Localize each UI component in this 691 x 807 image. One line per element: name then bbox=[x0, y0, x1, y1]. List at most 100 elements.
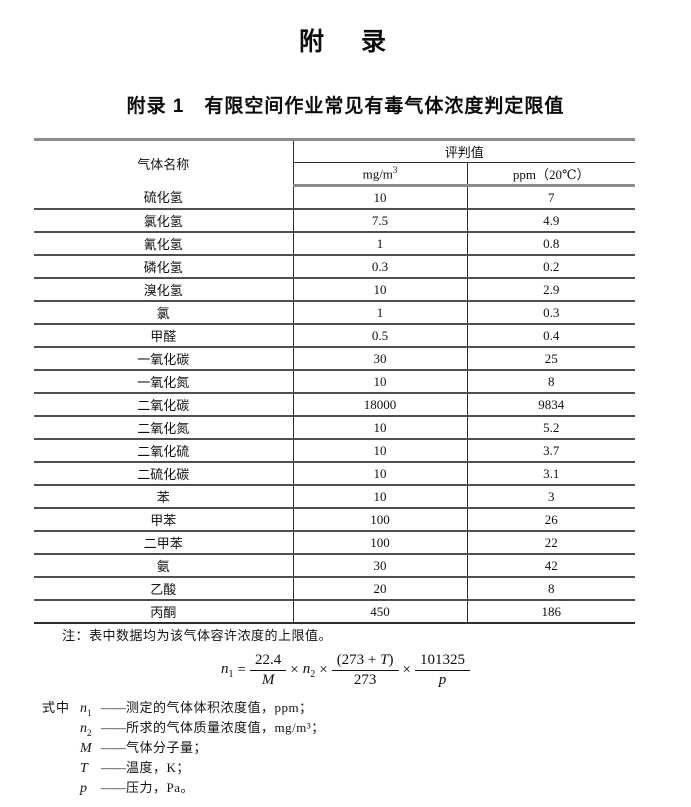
ppm-value-cell: 8 bbox=[467, 577, 636, 601]
mg-value-cell: 18000 bbox=[293, 393, 468, 417]
gas-name-cell: 甲苯 bbox=[34, 508, 294, 532]
conversion-formula: n1 = 22.4 M × n2 × (273 + T) 273 × 10132… bbox=[0, 646, 691, 694]
legend-item: M —— 气体分子量； bbox=[42, 738, 325, 758]
ppm-value-cell: 22 bbox=[467, 531, 636, 555]
gas-table-row: 苯 10 3 bbox=[34, 485, 636, 509]
ppm-value-cell: 8 bbox=[467, 370, 636, 394]
ppm-value-cell: 9834 bbox=[467, 393, 636, 417]
legend-item: p —— 压力，Pa。 bbox=[42, 778, 325, 798]
gas-name-cell: 甲醛 bbox=[34, 324, 294, 348]
formula-legend: 式中 n1 —— 测定的气体体积浓度值，ppm； n2 —— 所求的气体质量浓度值，mg/m… bbox=[42, 698, 325, 798]
formula-fraction-1: 22.4 M bbox=[250, 652, 287, 689]
col-header-mg-sup: 3 bbox=[392, 164, 398, 175]
gas-table-row: 二氧化碳 18000 9834 bbox=[34, 393, 636, 417]
legend-item: T —— 温度，K； bbox=[42, 758, 325, 778]
gas-limit-table: 气体名称 评判值 mg/m3 ppm（20℃） 硫化氢 10 7 氯化氢 7.5 4.9 氰… bbox=[34, 138, 636, 624]
formula-n2: n2 bbox=[302, 660, 316, 680]
legend-variable: T bbox=[80, 761, 88, 776]
gas-table-row: 甲苯 100 26 bbox=[34, 508, 636, 532]
mg-value-cell: 20 bbox=[293, 577, 468, 601]
legend-description: 气体分子量； bbox=[126, 740, 208, 755]
gas-table-row: 一氧化氮 10 8 bbox=[34, 370, 636, 394]
gas-table-row: 二硫化碳 10 3.1 bbox=[34, 462, 636, 486]
ppm-value-cell: 0.2 bbox=[467, 255, 636, 279]
appendix-title: 附 录 bbox=[298, 28, 392, 56]
times-sign: × bbox=[290, 661, 299, 678]
ppm-value-cell: 26 bbox=[467, 508, 636, 532]
formula-fraction-2: (273 + T) 273 bbox=[331, 652, 399, 689]
gas-name-cell: 二甲苯 bbox=[34, 531, 294, 555]
mg-value-cell: 0.5 bbox=[293, 324, 468, 348]
ppm-value-cell: 25 bbox=[467, 347, 636, 371]
legend-variable: M bbox=[80, 741, 92, 756]
mg-value-cell: 10 bbox=[293, 462, 468, 486]
gas-name-cell: 乙酸 bbox=[34, 577, 294, 601]
gas-table-row: 二氧化硫 10 3.7 bbox=[34, 439, 636, 463]
gas-table-header: 气体名称 评判值 mg/m3 ppm（20℃） bbox=[34, 139, 636, 187]
gas-name-cell: 溴化氢 bbox=[34, 278, 294, 302]
col-header-gas-name: 气体名称 bbox=[34, 139, 294, 186]
legend-item: n2 —— 所求的气体质量浓度值，mg/m³； bbox=[42, 718, 325, 738]
em-dash: —— bbox=[101, 740, 126, 755]
equals-sign: = bbox=[237, 661, 246, 678]
mg-value-cell: 450 bbox=[293, 600, 468, 624]
mg-value-cell: 10 bbox=[293, 485, 468, 509]
gas-table-row: 甲醛 0.5 0.4 bbox=[34, 324, 636, 348]
mg-value-cell: 10 bbox=[293, 278, 468, 302]
ppm-value-cell: 5.2 bbox=[467, 416, 636, 440]
ppm-value-cell: 2.9 bbox=[467, 278, 636, 302]
gas-name-cell: 苯 bbox=[34, 485, 294, 509]
mg-value-cell: 1 bbox=[293, 232, 468, 256]
gas-table-row: 二甲苯 100 22 bbox=[34, 531, 636, 555]
gas-name-cell: 磷化氢 bbox=[34, 255, 294, 279]
mg-value-cell: 10 bbox=[293, 370, 468, 394]
em-dash: —— bbox=[101, 780, 126, 795]
mg-value-cell: 30 bbox=[293, 347, 468, 371]
gas-table-row: 氰化氢 1 0.8 bbox=[34, 232, 636, 256]
legend-description: 温度，K； bbox=[126, 760, 190, 775]
ppm-value-cell: 42 bbox=[467, 554, 636, 578]
em-dash: —— bbox=[101, 720, 126, 735]
col-header-mg-text: mg/m bbox=[362, 166, 393, 182]
legend-description: 压力，Pa。 bbox=[126, 780, 195, 795]
gas-name-cell: 硫化氢 bbox=[34, 185, 294, 210]
legend-variable: p bbox=[80, 781, 87, 796]
mg-value-cell: 7.5 bbox=[293, 209, 468, 233]
gas-name-cell: 二氧化氮 bbox=[34, 416, 294, 440]
times-sign: × bbox=[402, 661, 411, 678]
ppm-value-cell: 4.9 bbox=[467, 209, 636, 233]
gas-table-row: 氨 30 42 bbox=[34, 554, 636, 578]
gas-table-row: 硫化氢 10 7 bbox=[34, 185, 636, 210]
gas-name-cell: 一氧化氮 bbox=[34, 370, 294, 394]
legend-variable: n2 bbox=[80, 721, 92, 738]
col-header-judgment-value: 评判值 bbox=[293, 139, 636, 163]
gas-name-cell: 二硫化碳 bbox=[34, 462, 294, 486]
mg-value-cell: 10 bbox=[293, 439, 468, 463]
gas-table-row: 丙酮 450 186 bbox=[34, 600, 636, 624]
table-note: 注：表中数据均为该气体容许浓度的上限值。 bbox=[62, 628, 333, 643]
legend-description: 所求的气体质量浓度值，mg/m³； bbox=[126, 720, 325, 735]
mg-value-cell: 30 bbox=[293, 554, 468, 578]
gas-name-cell: 氯化氢 bbox=[34, 209, 294, 233]
ppm-value-cell: 0.8 bbox=[467, 232, 636, 256]
legend-prefix: 式中 bbox=[42, 700, 71, 715]
gas-name-cell: 氨 bbox=[34, 554, 294, 578]
legend-item: 式中 n1 —— 测定的气体体积浓度值，ppm； bbox=[42, 698, 325, 718]
gas-table-row: 氯化氢 7.5 4.9 bbox=[34, 209, 636, 233]
ppm-value-cell: 0.3 bbox=[467, 301, 636, 325]
gas-name-cell: 氰化氢 bbox=[34, 232, 294, 256]
legend-description: 测定的气体体积浓度值，ppm； bbox=[126, 700, 313, 715]
ppm-value-cell: 3.7 bbox=[467, 439, 636, 463]
gas-table-row: 氯 1 0.3 bbox=[34, 301, 636, 325]
mg-value-cell: 100 bbox=[293, 508, 468, 532]
formula-n1: n1 bbox=[221, 660, 234, 680]
gas-name-cell: 一氧化碳 bbox=[34, 347, 294, 371]
mg-value-cell: 1 bbox=[293, 301, 468, 325]
mg-value-cell: 10 bbox=[293, 185, 468, 210]
mg-value-cell: 10 bbox=[293, 416, 468, 440]
em-dash: —— bbox=[101, 760, 126, 775]
ppm-value-cell: 3.1 bbox=[467, 462, 636, 486]
col-header-ppm: ppm（20℃） bbox=[467, 162, 636, 187]
gas-name-cell: 二氧化硫 bbox=[34, 439, 294, 463]
